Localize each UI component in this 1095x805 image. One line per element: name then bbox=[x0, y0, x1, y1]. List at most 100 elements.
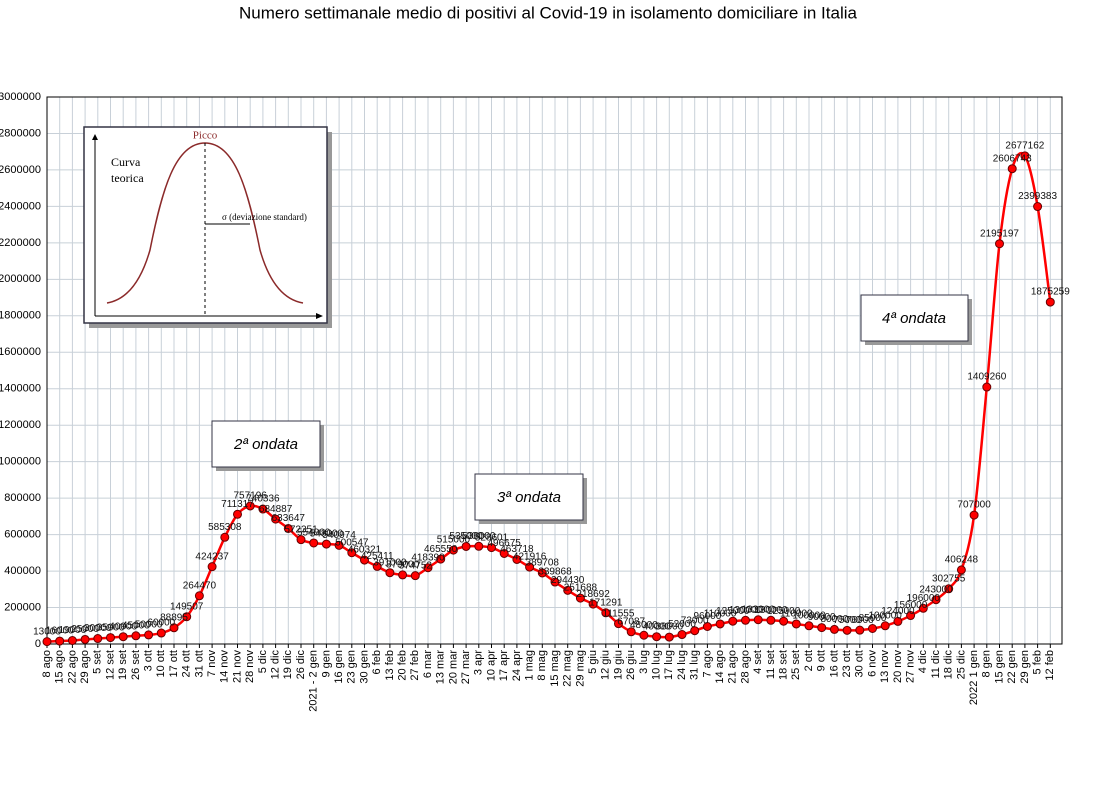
marker bbox=[652, 632, 662, 642]
data-label: 528601 bbox=[475, 532, 509, 543]
x-tick-label: 19 dic bbox=[282, 650, 294, 680]
marker bbox=[880, 621, 890, 631]
x-tick-label: 24 lug bbox=[676, 650, 688, 680]
x-tick-label: 20 mar bbox=[447, 650, 459, 685]
data-label: 30000 bbox=[84, 623, 112, 634]
marker bbox=[563, 585, 573, 595]
marker bbox=[931, 595, 941, 605]
x-tick-label: 7 ago bbox=[701, 650, 713, 678]
x-tick-label: 3 apr bbox=[473, 650, 485, 675]
x-tick-label: 5 dic bbox=[257, 650, 269, 674]
marker bbox=[67, 636, 77, 646]
data-label: 40000 bbox=[109, 621, 137, 632]
data-label: 302755 bbox=[932, 573, 966, 584]
marker bbox=[690, 626, 700, 636]
data-label: 2677162 bbox=[1005, 141, 1044, 152]
x-tick-label: 23 gen bbox=[346, 650, 358, 684]
data-label: 536000 bbox=[462, 531, 496, 542]
data-label: 421916 bbox=[513, 552, 547, 563]
box bbox=[860, 294, 969, 342]
x-tick-label: 21 nov bbox=[231, 650, 243, 684]
marker bbox=[575, 593, 585, 603]
data-label: 684887 bbox=[259, 504, 293, 515]
x-tick-label: 4 set bbox=[752, 650, 764, 674]
marker bbox=[233, 509, 242, 519]
marker bbox=[398, 570, 408, 580]
marker bbox=[372, 561, 382, 571]
y-tick-label: 2800000 bbox=[0, 127, 41, 139]
marker bbox=[779, 616, 789, 626]
data-label: 80000 bbox=[820, 614, 848, 625]
x-tick-label: 27 feb bbox=[409, 650, 421, 681]
marker bbox=[969, 510, 979, 520]
marker bbox=[1045, 297, 1055, 307]
x-tick-label: 4 dic bbox=[917, 650, 929, 674]
marker bbox=[118, 632, 128, 642]
x-tick-label: 22 gen bbox=[1006, 650, 1018, 684]
data-label: 711317 bbox=[221, 499, 254, 510]
x-tick-label: 10 apr bbox=[485, 650, 497, 682]
x-tick-label: 23 ott bbox=[841, 650, 853, 678]
data-label: 418390 bbox=[411, 552, 445, 563]
x-tick-label: 31 ott bbox=[193, 650, 205, 678]
x-tick-label: 21 ago bbox=[727, 650, 739, 684]
y-tick-label: 400000 bbox=[4, 565, 41, 577]
marker bbox=[169, 623, 179, 633]
x-tick-label: 8 mag bbox=[536, 650, 548, 681]
y-tick-label: 1000000 bbox=[0, 456, 41, 468]
marker bbox=[537, 568, 547, 578]
marker bbox=[664, 632, 674, 642]
x-tick-label: 17 apr bbox=[498, 650, 510, 682]
inset-box bbox=[83, 126, 328, 324]
x-tick-label: 30 gen bbox=[358, 650, 370, 684]
marker bbox=[106, 633, 115, 643]
data-label: 540974 bbox=[322, 530, 356, 541]
y-tick-label: 200000 bbox=[4, 601, 41, 613]
marker bbox=[918, 603, 928, 613]
data-label: 96000 bbox=[693, 611, 721, 622]
marker bbox=[347, 548, 357, 558]
x-tick-label: 24 ott bbox=[181, 650, 193, 678]
marker bbox=[487, 543, 496, 553]
y-tick-label: 2600000 bbox=[0, 164, 41, 176]
annotation: 2ª ondata bbox=[233, 436, 298, 453]
data-label: 130000 bbox=[754, 605, 788, 616]
x-tick-label: 6 feb bbox=[371, 650, 383, 674]
data-label: 425411 bbox=[361, 551, 394, 562]
x-tick-label: 9 gen bbox=[320, 650, 332, 678]
data-label: 391000 bbox=[373, 557, 407, 568]
data-label: 100000 bbox=[869, 610, 903, 621]
data-label: 125000 bbox=[767, 606, 801, 617]
marker bbox=[817, 623, 827, 633]
annotation-boxes: 2ª ondata 3ª ondata 4ª ondata bbox=[211, 294, 972, 524]
y-tick-label: 600000 bbox=[4, 529, 41, 541]
marker bbox=[512, 554, 522, 564]
data-label: 548000 bbox=[310, 529, 344, 540]
y-tick-label: 800000 bbox=[4, 492, 41, 504]
data-label: 133000 bbox=[742, 604, 776, 615]
data-label: 243000 bbox=[919, 584, 953, 595]
box bbox=[474, 473, 584, 521]
marker bbox=[804, 621, 814, 631]
x-tick-label: 12 giu bbox=[600, 650, 612, 680]
data-label: 50000 bbox=[135, 620, 163, 631]
x-tick-label: 18 dic bbox=[943, 650, 955, 680]
marker bbox=[93, 634, 103, 644]
y-tick-label: 1200000 bbox=[0, 419, 41, 431]
x-tick-label: 17 ott bbox=[168, 650, 180, 678]
marker bbox=[258, 504, 268, 514]
marker bbox=[906, 611, 916, 621]
marker bbox=[766, 615, 776, 625]
y-tick-label: 3000000 bbox=[0, 91, 41, 103]
x-tick-label: 12 dic bbox=[270, 650, 282, 680]
data-label: 60000 bbox=[147, 618, 175, 629]
data-label: 1875259 bbox=[1031, 287, 1070, 298]
data-label: 1409260 bbox=[967, 372, 1006, 383]
data-label: 110000 bbox=[780, 609, 813, 620]
x-tick-label: 15 mag bbox=[549, 650, 561, 687]
inset: Picco Curva teorica σ (deviazione standa… bbox=[83, 126, 332, 328]
y-tick-label: 1400000 bbox=[0, 383, 41, 395]
data-label: 554000 bbox=[297, 528, 331, 539]
marker bbox=[588, 599, 598, 609]
